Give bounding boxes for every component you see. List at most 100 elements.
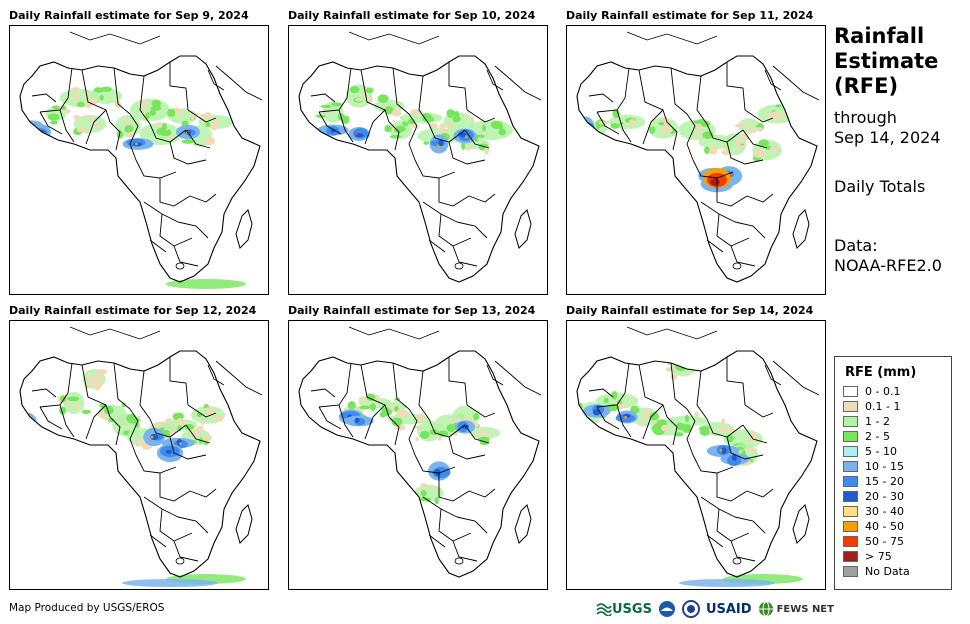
lesotho-outline	[732, 557, 742, 565]
legend-item: 40 - 50	[843, 519, 951, 534]
legend-title: RFE (mm)	[845, 365, 917, 380]
rain-speck	[747, 439, 756, 443]
legend-label: 0 - 0.1	[865, 385, 901, 398]
country-border	[438, 473, 470, 502]
rain-speck	[483, 147, 490, 155]
rain-core-intense	[26, 123, 33, 130]
legend-label: 15 - 20	[865, 475, 904, 488]
rain-speck	[76, 126, 87, 133]
rain-speck	[419, 482, 428, 490]
rain-speck	[359, 405, 371, 410]
country-border	[670, 362, 688, 410]
rain-core-heavy	[20, 419, 33, 427]
arabia-outline	[215, 65, 263, 101]
rain-speck	[420, 489, 427, 497]
rain-speck	[611, 390, 618, 400]
lesotho-outline	[454, 262, 464, 270]
legend-label: 0.1 - 1	[865, 400, 901, 413]
legend: RFE (mm) 0 - 0.1 0.1 - 1 1 - 2 2 - 5 5 - 10 1…	[834, 356, 952, 590]
rain-hotspot	[355, 132, 358, 136]
country-border	[159, 178, 191, 207]
rain-core-intense	[732, 454, 737, 462]
rain-speck	[369, 403, 376, 411]
country-border	[746, 488, 774, 498]
country-border	[642, 404, 664, 440]
country-border	[596, 406, 620, 430]
country-border	[734, 221, 766, 239]
rain-speck	[86, 375, 94, 383]
legend-label: 5 - 10	[865, 445, 897, 458]
rain-speck	[202, 434, 213, 442]
madagascar-outline	[514, 209, 532, 249]
country-border	[638, 69, 668, 123]
usgs-wave-icon	[596, 603, 612, 616]
country-border	[388, 416, 400, 446]
rain-speck	[199, 114, 208, 121]
rainfall-map-5	[288, 320, 548, 590]
legend-swatch	[843, 416, 858, 427]
country-border	[414, 454, 456, 474]
rain-core-moderate	[28, 124, 52, 140]
rain-speck	[140, 110, 146, 117]
rain-speck	[349, 85, 360, 94]
country-border	[716, 473, 748, 502]
country-border	[448, 436, 486, 460]
panel-title-2: Daily Rainfall estimate for Sep 10, 2024	[288, 9, 536, 22]
rain-hotspot	[179, 442, 182, 445]
rain-speck	[417, 413, 425, 423]
coastline	[19, 350, 261, 578]
rain-speck	[662, 125, 673, 134]
rain-speck	[76, 101, 85, 108]
country-border	[716, 178, 748, 207]
rain-speck	[684, 414, 690, 423]
country-border	[670, 67, 688, 115]
rain-speck	[379, 411, 386, 418]
country-border	[129, 408, 139, 456]
rain-speck	[116, 130, 124, 139]
rain-speck	[707, 146, 718, 155]
rain-speck	[649, 412, 660, 421]
rain-speck	[90, 379, 101, 388]
country-border	[318, 67, 352, 113]
country-border	[364, 404, 386, 440]
rain-speck	[366, 96, 373, 104]
rain-speck	[478, 436, 490, 442]
rain-speck	[211, 118, 220, 127]
rain-hotspot	[464, 135, 468, 139]
rain-speck	[690, 356, 702, 366]
country-border	[185, 424, 211, 444]
rain-speck	[73, 114, 81, 121]
madagascar-outline	[792, 504, 810, 544]
rain-speck	[92, 375, 104, 381]
rain-speck	[479, 432, 492, 437]
rain-speck	[461, 142, 466, 150]
rain-speck	[466, 116, 475, 121]
rainfall-map-2	[288, 25, 548, 295]
rain-speck	[437, 434, 442, 441]
rain-speck	[704, 146, 710, 155]
country-border	[686, 408, 696, 456]
country-border	[596, 362, 630, 408]
rain-core-intense	[165, 449, 172, 454]
rain-speck	[190, 428, 200, 438]
country-border	[486, 69, 504, 91]
country-border	[169, 436, 207, 460]
rain-speck	[753, 127, 764, 131]
rain-core-intense	[592, 409, 601, 416]
legend-swatch	[843, 401, 858, 412]
country-border	[638, 364, 668, 418]
title-block: Rainfall Estimate (RFE) through Sep 14, …	[834, 24, 964, 276]
country-border	[149, 534, 167, 548]
title-line-2: Estimate	[834, 49, 939, 73]
rain-speck	[384, 125, 392, 133]
country-border	[185, 129, 211, 149]
country-border	[159, 508, 193, 542]
rain-speck	[480, 131, 487, 135]
legend-swatch	[843, 431, 858, 442]
country-border	[113, 362, 131, 410]
rain-speck	[610, 123, 620, 129]
country-border	[716, 508, 750, 542]
rain-speck	[103, 405, 114, 415]
country-border	[438, 508, 472, 542]
country-border	[616, 109, 632, 143]
